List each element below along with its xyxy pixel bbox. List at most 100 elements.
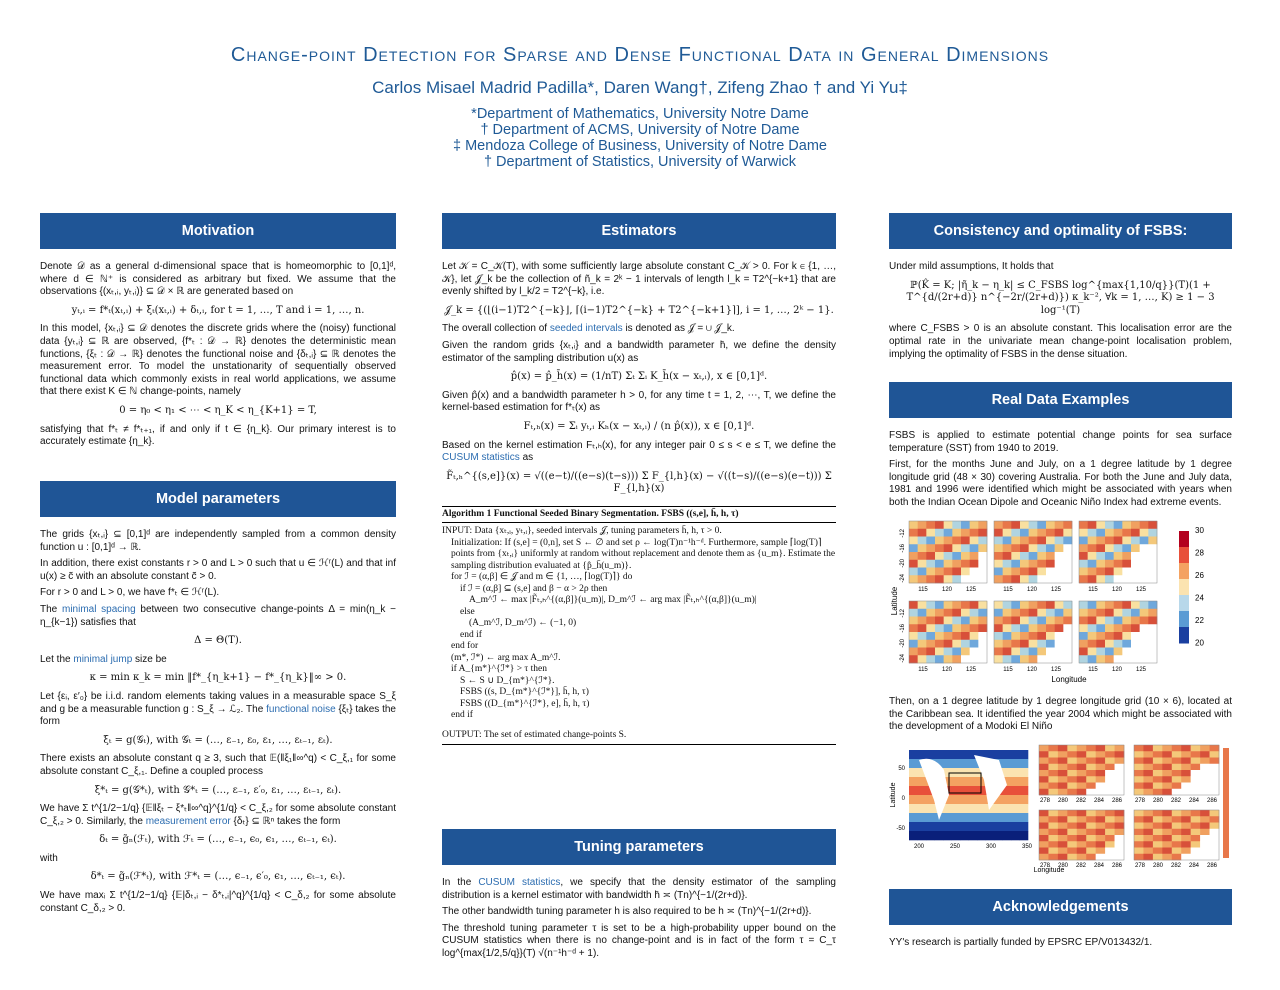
heat-cell xyxy=(1105,847,1115,854)
heat-cell xyxy=(1105,616,1114,625)
x-tick-label: 282 xyxy=(1171,798,1182,804)
x-tick-label: 120 xyxy=(1112,587,1123,593)
heat-cell xyxy=(1002,812,1012,823)
heat-cell xyxy=(968,812,978,823)
heat-cell xyxy=(1148,543,1158,552)
equation: Δ = Θ(T). xyxy=(194,635,242,647)
y-axis-label: Latitude xyxy=(890,782,897,807)
heat-cell xyxy=(1162,828,1173,836)
heat-cell xyxy=(1002,794,1012,805)
heat-cell xyxy=(1039,788,1049,796)
heat-cell xyxy=(1002,543,1012,552)
heat-cell xyxy=(926,623,936,632)
heat-cell xyxy=(934,749,944,760)
panel-frame xyxy=(1038,809,1125,861)
heat-cell xyxy=(952,639,962,648)
heat-cell xyxy=(969,654,979,663)
section-heading: Model parameters xyxy=(40,481,396,517)
section: Motivation Denote 𝒟 as a general d-dimens… xyxy=(40,213,396,453)
y-tick-label: -20 xyxy=(900,638,906,647)
heat-cell xyxy=(1134,751,1144,758)
heat-cell xyxy=(1122,574,1132,583)
heat-cell xyxy=(977,812,986,823)
highlight-term: functional noise xyxy=(266,703,336,715)
panel-frame xyxy=(993,600,1073,663)
x-tick-label: 125 xyxy=(1136,667,1147,673)
highlight-box xyxy=(948,772,982,794)
heat-cell xyxy=(917,654,927,663)
heat-cell xyxy=(960,830,969,841)
heat-cell xyxy=(1162,841,1173,848)
heat-cell xyxy=(1114,744,1125,752)
y-tick-label: 0 xyxy=(902,796,906,802)
heat-cell xyxy=(952,559,962,568)
heat-cell xyxy=(943,639,953,648)
heat-cell xyxy=(1076,757,1087,764)
heat-cell xyxy=(1139,551,1149,560)
heat-cell xyxy=(1114,834,1125,842)
heat-cell xyxy=(952,551,962,560)
heat-cell xyxy=(1011,794,1020,805)
paragraph: Under mild assumptions, It holds that xyxy=(889,261,1054,272)
heat-cell xyxy=(968,830,978,841)
heat-cell xyxy=(969,600,979,609)
heat-cell xyxy=(1134,744,1144,752)
algorithm: Algorithm 1 Functional Seeded Binary Seg… xyxy=(442,505,836,746)
heat-cell xyxy=(961,623,970,632)
x-tick-label: 200 xyxy=(914,844,925,850)
x-tick-label: 115 xyxy=(1088,587,1098,593)
equation: Fₜ,ₕ(x) = Σᵢ yₜ,ᵢ Kₕ(x − xₜ,ᵢ) / (n p̂(x… xyxy=(523,420,755,432)
heat-cell xyxy=(1054,574,1064,583)
heat-cell xyxy=(1105,834,1115,842)
heat-cell xyxy=(994,574,1003,583)
heat-cell xyxy=(1028,639,1038,648)
heat-cell xyxy=(917,520,927,529)
x-tick-label: 286 xyxy=(1207,863,1218,869)
heat-cell xyxy=(961,543,970,552)
heat-cell xyxy=(952,654,962,663)
heat-cell xyxy=(1039,776,1049,783)
heat-cell xyxy=(943,631,953,640)
heat-cell xyxy=(969,623,979,632)
heat-cell xyxy=(1086,751,1096,758)
heat-cell xyxy=(1048,776,1059,783)
heat-cell xyxy=(917,559,927,568)
heat-cell xyxy=(1067,828,1078,836)
heat-cell xyxy=(1063,600,1073,609)
heat-cell xyxy=(1019,812,1029,823)
paragraph: The overall collection of seeded interva… xyxy=(442,323,836,336)
heat-cell xyxy=(1086,816,1096,823)
heat-cell xyxy=(960,821,969,832)
heat-cell xyxy=(1079,631,1088,640)
heat-cell xyxy=(994,639,1003,648)
heat-cell xyxy=(960,794,969,805)
heat-cell xyxy=(1037,559,1047,568)
heat-cell xyxy=(1209,769,1220,777)
heat-cell xyxy=(1079,543,1088,552)
heat-cell xyxy=(943,647,953,656)
x-tick-label: 115 xyxy=(918,587,928,593)
heat-cell xyxy=(909,520,918,529)
heat-cell xyxy=(961,647,970,656)
heat-cell xyxy=(994,536,1003,545)
heat-cell xyxy=(1011,767,1020,778)
heat-cell xyxy=(926,647,936,656)
heat-cell xyxy=(1048,853,1059,861)
heat-cell xyxy=(952,567,962,576)
heat-cell xyxy=(1131,623,1140,632)
heat-cell xyxy=(1067,751,1078,758)
panel-frame xyxy=(993,520,1073,583)
heat-cell xyxy=(1039,782,1049,789)
heat-cell xyxy=(1067,841,1078,848)
heat-cell xyxy=(934,821,944,832)
heat-cell xyxy=(1152,776,1163,783)
heat-cell xyxy=(1134,816,1144,823)
x-tick-label: 284 xyxy=(1189,798,1200,804)
heat-cell xyxy=(1054,639,1064,648)
heat-cell xyxy=(943,608,953,617)
heat-cell xyxy=(1148,520,1158,529)
x-tick-label: 120 xyxy=(1027,587,1038,593)
heat-cell xyxy=(909,528,918,537)
heat-cell xyxy=(1057,816,1068,823)
heat-cell xyxy=(985,812,995,823)
